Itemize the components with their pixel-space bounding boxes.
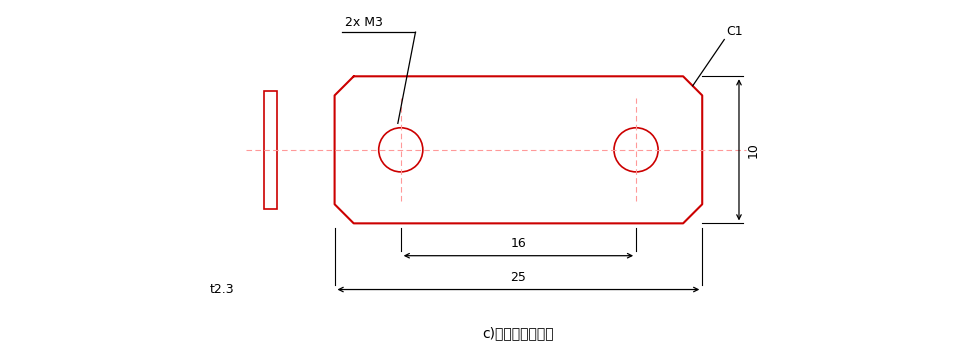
Text: 16: 16 — [510, 237, 526, 250]
Bar — [264, 91, 276, 209]
Text: c)　接続板の図面: c) 接続板の図面 — [482, 327, 554, 341]
Text: 2x M3: 2x M3 — [345, 16, 382, 29]
Text: 10: 10 — [745, 142, 758, 158]
Text: C1: C1 — [725, 25, 742, 38]
Text: 25: 25 — [510, 270, 526, 284]
Text: t2.3: t2.3 — [209, 283, 234, 296]
